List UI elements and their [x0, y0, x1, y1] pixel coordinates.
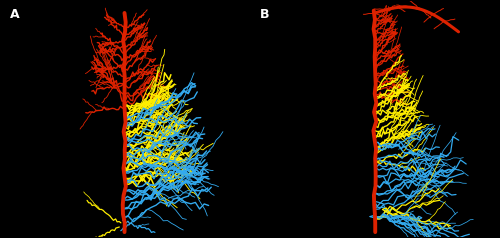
Text: A: A [10, 8, 20, 21]
Text: B: B [260, 8, 270, 21]
